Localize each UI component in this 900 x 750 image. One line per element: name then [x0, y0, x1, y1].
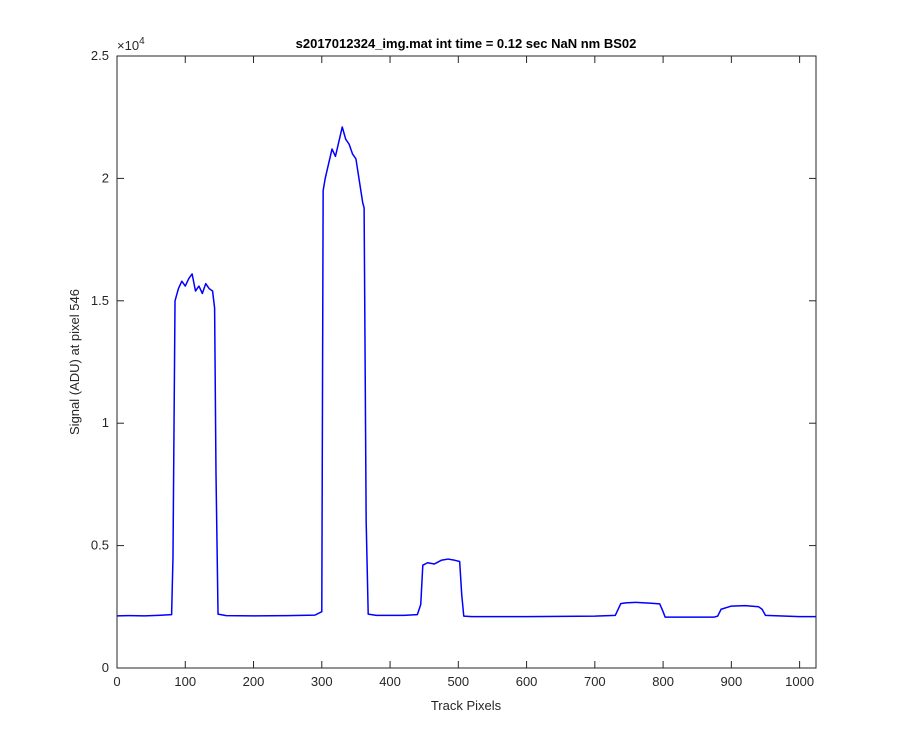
x-tick-label: 800	[652, 674, 674, 689]
x-tick-label: 300	[311, 674, 333, 689]
y-tick-label: 0	[102, 660, 109, 675]
tick-labels: 0 100 200 300 400 500 600 700 800 900 1000 0 0.5 1 1.5…	[91, 48, 814, 689]
chart-title: s2017012324_img.mat int time = 0.12 sec …	[296, 36, 637, 51]
y-exponent-label: ×104	[117, 36, 145, 53]
x-tick-label: 900	[721, 674, 743, 689]
x-tick-label: 400	[379, 674, 401, 689]
plot-area	[117, 56, 816, 668]
x-tick-label: 1000	[785, 674, 814, 689]
y-tick-label: 2	[102, 170, 109, 185]
y-tick-label: 0.5	[91, 538, 109, 553]
y-exponent-base: ×10	[117, 38, 139, 53]
x-tick-label: 0	[113, 674, 120, 689]
y-exponent-power: 4	[139, 36, 145, 47]
tick-marks	[116, 55, 816, 669]
x-tick-label: 500	[447, 674, 469, 689]
plot-frame	[116, 55, 817, 669]
y-tick-label: 1.5	[91, 293, 109, 308]
x-tick-label: 600	[516, 674, 538, 689]
x-tick-label: 700	[584, 674, 606, 689]
x-axis-label: Track Pixels	[431, 698, 502, 713]
y-tick-label: 1	[102, 415, 109, 430]
y-tick-label: 2.5	[91, 48, 109, 63]
y-axis-label: Signal (ADU) at pixel 546	[67, 289, 82, 435]
series-line	[116, 126, 816, 618]
x-tick-label: 200	[243, 674, 265, 689]
series-group	[116, 126, 816, 618]
x-tick-label: 100	[174, 674, 196, 689]
